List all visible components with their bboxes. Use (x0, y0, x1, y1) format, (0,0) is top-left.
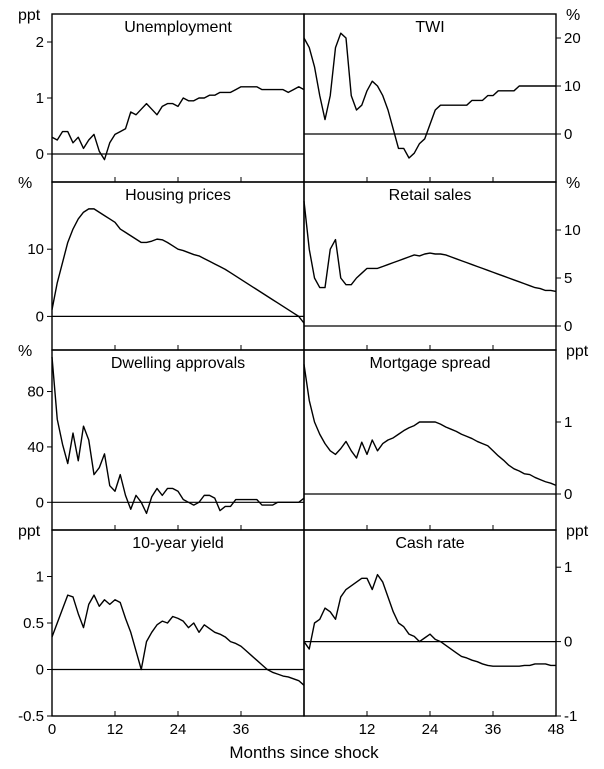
xtick-label: 48 (548, 721, 565, 738)
series-10-year-yield (52, 595, 304, 685)
ytick-label: 0 (36, 494, 44, 511)
unit-retail-sales: % (566, 175, 580, 192)
title-unemployment: Unemployment (124, 19, 232, 36)
panel-border-cash-rate (304, 530, 556, 716)
series-retail-sales (304, 201, 556, 291)
unit-dwelling-approvals: % (18, 343, 32, 360)
panel-border-housing-prices (52, 182, 304, 350)
panel-border-dwelling-approvals (52, 350, 304, 530)
ytick-label: 0 (564, 318, 572, 335)
series-unemployment (52, 87, 304, 160)
ytick-label: 1 (564, 559, 572, 576)
title-twi: TWI (415, 19, 444, 36)
panel-border-unemployment (52, 14, 304, 182)
unit-housing-prices: % (18, 175, 32, 192)
ytick-label: 0 (564, 634, 572, 651)
panel-border-10-year-yield (52, 530, 304, 716)
series-housing-prices (52, 209, 304, 323)
xtick-label: 36 (233, 721, 250, 738)
ytick-label: 5 (564, 270, 572, 287)
ytick-label: 40 (27, 439, 44, 456)
ytick-label: 1 (36, 90, 44, 107)
ytick-label: 1 (36, 569, 44, 586)
ytick-label: 10 (564, 78, 581, 95)
panel-border-twi (304, 14, 556, 182)
title-10-year-yield: 10-year yield (132, 535, 224, 552)
panel-border-mortgage-spread (304, 350, 556, 530)
title-mortgage-spread: Mortgage spread (370, 355, 491, 372)
series-cash-rate (304, 575, 556, 667)
title-dwelling-approvals: Dwelling approvals (111, 355, 245, 372)
unit-twi: % (566, 7, 580, 24)
ytick-label: 0 (564, 486, 572, 503)
ytick-label: 10 (564, 222, 581, 239)
ytick-label: 0 (36, 308, 44, 325)
unit-cash-rate: ppt (566, 523, 589, 540)
series-twi (304, 33, 556, 158)
xtick-label: 24 (170, 721, 187, 738)
unit-10-year-yield: ppt (18, 523, 41, 540)
xtick-label: 12 (359, 721, 376, 738)
xtick-label: 36 (485, 721, 502, 738)
ytick-label: 10 (27, 241, 44, 258)
unit-mortgage-spread: ppt (566, 343, 589, 360)
ytick-label: 0 (36, 146, 44, 163)
ytick-label: -1 (564, 708, 577, 725)
chart-svg: Unemploymentppt012TWI%01020Housing price… (0, 0, 604, 769)
xtick-label: 12 (107, 721, 124, 738)
ytick-label: 20 (564, 30, 581, 47)
ytick-label: 80 (27, 384, 44, 401)
series-dwelling-approvals (52, 357, 304, 513)
chart-grid: Unemploymentppt012TWI%01020Housing price… (0, 0, 604, 769)
ytick-label: 0.5 (23, 615, 44, 632)
x-axis-title: Months since shock (229, 743, 379, 762)
ytick-label: 1 (564, 414, 572, 431)
xtick-label: 24 (422, 721, 439, 738)
panel-border-retail-sales (304, 182, 556, 350)
title-retail-sales: Retail sales (389, 187, 472, 204)
ytick-label: 2 (36, 34, 44, 51)
title-cash-rate: Cash rate (395, 535, 464, 552)
ytick-label: -0.5 (18, 708, 44, 725)
unit-unemployment: ppt (18, 7, 41, 24)
title-housing-prices: Housing prices (125, 187, 231, 204)
ytick-label: 0 (564, 126, 572, 143)
xtick-label: 0 (48, 721, 56, 738)
series-mortgage-spread (304, 364, 556, 485)
ytick-label: 0 (36, 662, 44, 679)
